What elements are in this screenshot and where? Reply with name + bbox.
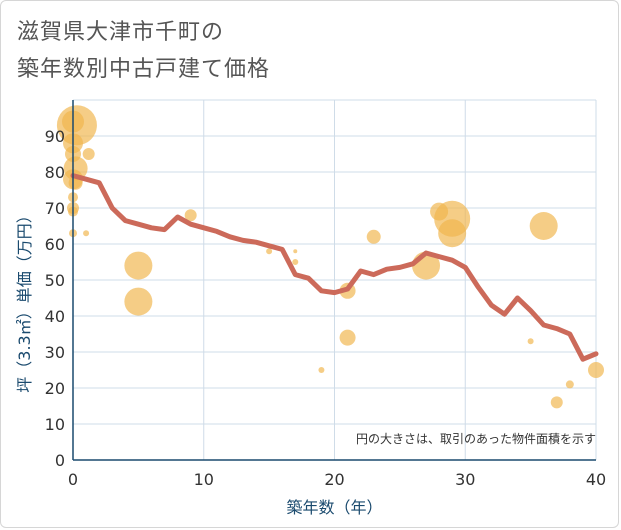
y-tick-label: 50 [45, 271, 65, 290]
bubble-point [82, 148, 95, 160]
bubble-point [529, 212, 558, 240]
bubble-point [318, 367, 325, 373]
y-tick-label: 70 [45, 199, 65, 218]
x-tick-label: 10 [194, 470, 214, 489]
bubble-point [292, 259, 299, 265]
chart-title: 滋賀県大津市千町の 築年数別中古戸建て価格 [17, 20, 271, 82]
x-tick-label: 40 [586, 470, 606, 489]
bubble-point [83, 230, 90, 237]
y-tick-label: 0 [55, 451, 65, 470]
bubble-point [339, 329, 356, 346]
x-axis-title: 築年数（年） [286, 498, 382, 517]
bubble-point [124, 251, 153, 280]
trend-line [70, 173, 599, 362]
bubble-point [293, 249, 298, 254]
y-tick-label: 40 [45, 307, 65, 326]
bubble-point [527, 338, 534, 345]
size-annotation: 円の大きさは、取引のあった物件面積を示す [356, 431, 596, 446]
x-tick-label: 30 [455, 470, 475, 489]
bubble-point [565, 380, 574, 389]
bubble-point [184, 209, 197, 222]
axes: 0 10 20 30 40 0 10 20 30 40 50 60 70 80 90 [45, 100, 606, 489]
bubble-point [266, 248, 273, 255]
bubble-point [124, 287, 153, 316]
x-tick-label: 20 [324, 470, 344, 489]
y-tick-label: 90 [45, 127, 65, 146]
trend-line-series [70, 173, 599, 362]
bubble-point [588, 362, 604, 378]
y-tick-label: 30 [45, 343, 65, 362]
y-tick-label: 10 [45, 415, 65, 434]
y-tick-label: 80 [45, 163, 65, 182]
y-tick-label: 60 [45, 235, 65, 254]
bubble-point [366, 229, 381, 244]
bubble-point [550, 396, 563, 409]
bubble-point [438, 219, 467, 248]
y-tick-label: 20 [45, 379, 65, 398]
y-axis-title: 坪（3.3㎡）単価（万円） [15, 207, 34, 392]
x-tick-label: 0 [68, 470, 78, 489]
